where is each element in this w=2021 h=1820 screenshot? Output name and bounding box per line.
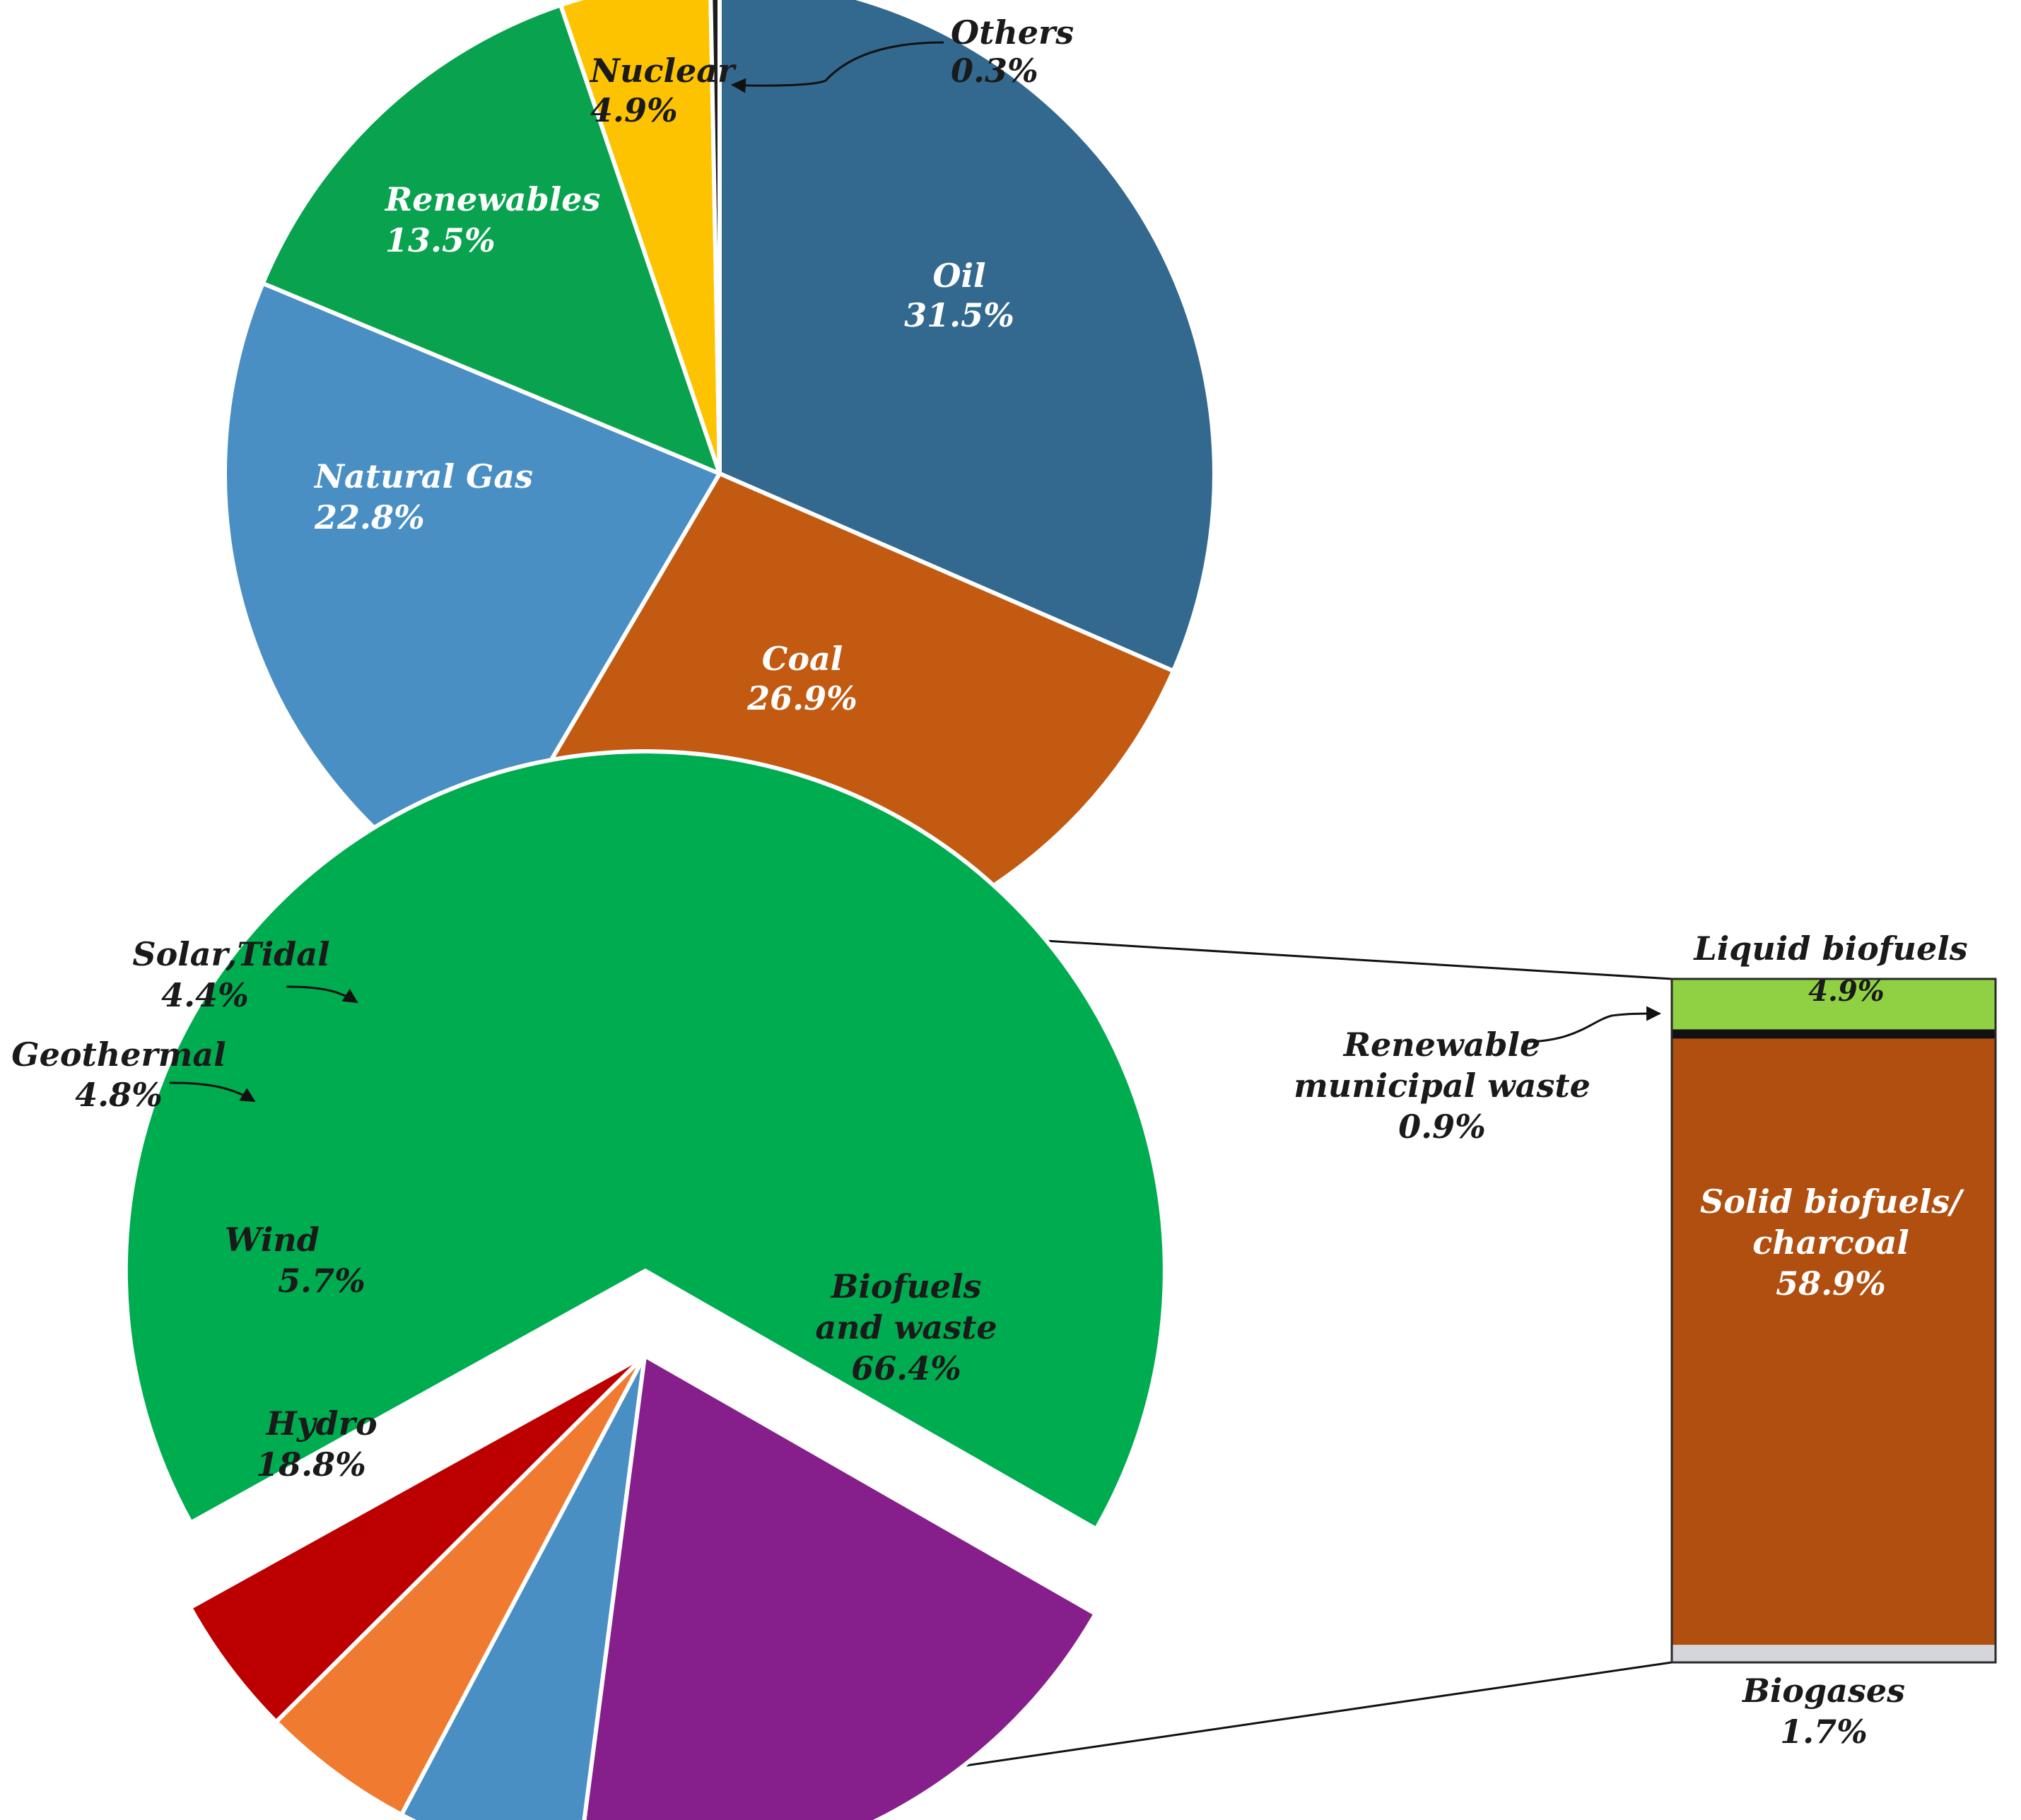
bar-segment-biogases <box>1672 1645 1996 1662</box>
slice-value-renewables: 13.5% <box>385 221 496 259</box>
segment-label-solid-biofuels-line2: charcoal <box>1752 1223 1909 1262</box>
segment-label-msw-line1: Renewable <box>1342 1026 1541 1064</box>
pie2-slice-biofuels-and-waste <box>123 749 1167 1532</box>
pie1-slice-others <box>708 0 722 476</box>
slice-label-coal: Coal <box>762 640 843 678</box>
bar-outline <box>1670 977 1997 1664</box>
slice-value-wind: 5.7% <box>278 1262 365 1300</box>
slice-label-others: Others <box>951 13 1074 52</box>
slice-label-biofuels-line2: and waste <box>815 1308 997 1346</box>
segment-value-biogases: 1.7% <box>1780 1713 1868 1751</box>
slice-label-oil: Oil <box>932 257 985 295</box>
others-leader-arrow <box>730 41 944 93</box>
solar-tidal-leader-arrow <box>286 985 358 1004</box>
pie1-slice-renewables <box>260 3 722 476</box>
pie2-slice-hydro <box>582 1354 1098 1820</box>
renewables-breakdown-pie: Biofuels and waste 66.4% Hydro 18.8% Win… <box>11 749 1167 1820</box>
slice-value-solar-tidal: 4.4% <box>161 976 249 1014</box>
slice-label-solar-tidal: Solar,Tidal <box>132 935 329 973</box>
segment-value-liquid-biofuels: 4.9% <box>1808 975 1885 1008</box>
slice-value-coal: 26.9% <box>746 679 857 717</box>
segment-label-solid-biofuels-line1: Solid biofuels/ <box>1700 1182 1964 1221</box>
bar-segment-solid-biofuels-charcoal <box>1672 1038 1996 1645</box>
slice-value-biofuels: 66.4% <box>851 1349 961 1387</box>
slice-value-geothermal: 4.8% <box>75 1076 163 1114</box>
segment-label-msw-line2: municipal waste <box>1294 1067 1591 1105</box>
segment-label-biogases: Biogases <box>1741 1672 1905 1710</box>
segment-label-liquid-biofuels: Liquid biofuels <box>1692 929 1967 968</box>
slice-label-wind: Wind <box>225 1221 320 1259</box>
slice-label-biofuels-line1: Biofuels <box>830 1267 982 1305</box>
biofuels-breakdown-bar: Liquid biofuels 4.9% Renewable municipal… <box>1294 929 1997 1751</box>
slice-label-renewables: Renewables <box>384 180 600 218</box>
segment-value-msw: 0.9% <box>1398 1108 1486 1146</box>
segment-value-solid-biofuels: 58.9% <box>1776 1264 1886 1303</box>
slice-value-oil: 31.5% <box>904 296 1014 334</box>
pie1-slice-nuclear <box>558 0 722 476</box>
slice-value-hydro: 18.8% <box>256 1445 366 1484</box>
bar-segment-liquid-biofuels <box>1672 979 1996 1030</box>
geothermal-leader-arrow <box>169 1081 256 1103</box>
slice-label-geothermal: Geothermal <box>11 1035 225 1074</box>
msw-leader-arrow <box>1523 1006 1662 1043</box>
slice-label-natural-gas: Natural Gas <box>313 457 533 495</box>
slice-value-others: 0.3% <box>951 52 1038 90</box>
slice-value-nuclear: 4.9% <box>590 91 678 129</box>
pie2-slice-solar-tidal <box>188 1354 647 1725</box>
slice-label-nuclear: Nuclear <box>589 52 737 90</box>
bar-segment-renewable-municipal-waste <box>1672 1029 1996 1039</box>
slice-label-hydro: Hydro <box>264 1404 377 1443</box>
pie2-slice-geothermal <box>274 1354 647 1817</box>
pie1-slice-oil <box>717 0 1217 674</box>
slice-value-natural-gas: 22.8% <box>314 498 425 536</box>
